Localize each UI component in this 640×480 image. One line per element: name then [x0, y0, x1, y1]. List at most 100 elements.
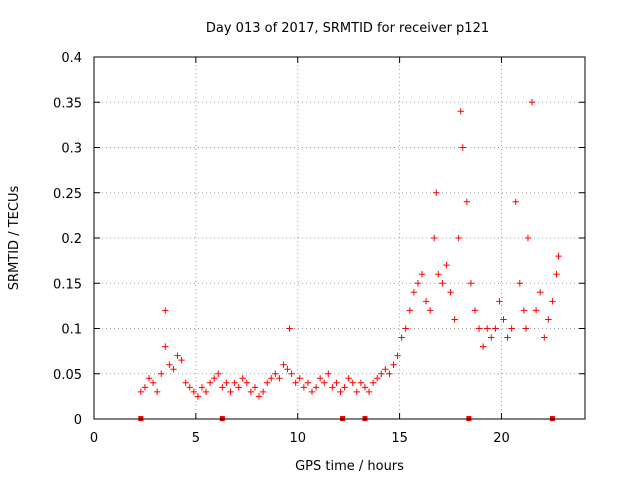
x-tick-label: 0 — [90, 431, 98, 446]
data-point — [219, 384, 226, 391]
data-point — [178, 356, 185, 364]
data-point — [190, 388, 198, 396]
y-tick-label: 0.25 — [53, 187, 82, 202]
data-point — [500, 316, 507, 323]
data-point — [316, 375, 324, 382]
data-point — [337, 388, 344, 396]
data-point — [211, 375, 218, 382]
data-point — [341, 384, 348, 391]
data-point — [528, 99, 536, 106]
data-point — [431, 234, 438, 242]
data-point — [467, 280, 475, 287]
y-tick-label: 0.2 — [61, 232, 82, 247]
data-point — [272, 370, 279, 377]
data-point — [304, 379, 312, 386]
data-point — [524, 234, 532, 242]
data-point — [259, 388, 267, 396]
data-point — [475, 325, 483, 332]
data-point — [215, 370, 222, 377]
data-point — [353, 388, 361, 396]
data-point — [198, 384, 206, 391]
y-tick-label: 0.35 — [53, 96, 82, 111]
data-point — [231, 379, 238, 386]
data-point — [345, 375, 352, 382]
data-point — [496, 298, 503, 305]
y-tick-labels: 0 0.05 0.1 0.15 0.2 0.25 0.3 0.35 0.4 — [53, 51, 82, 428]
plot-frame — [93, 56, 586, 420]
data-point — [394, 352, 401, 359]
x-tick-label: 5 — [192, 431, 200, 446]
data-point — [455, 234, 462, 242]
data-point — [288, 370, 295, 377]
data-point — [153, 388, 161, 396]
data-point — [488, 334, 495, 341]
data-point — [373, 375, 381, 382]
data-point — [463, 198, 471, 205]
data-point — [194, 393, 202, 400]
x-tick-label: 15 — [391, 431, 408, 446]
data-point — [479, 343, 487, 350]
data-point — [276, 375, 283, 382]
data-point — [532, 307, 540, 314]
data-point — [280, 361, 287, 368]
data-point — [471, 307, 479, 314]
data-point — [435, 271, 442, 278]
y-tick-label: 0.4 — [61, 51, 82, 66]
y-tick-label: 0.1 — [61, 323, 82, 338]
data-point — [386, 370, 393, 377]
data-point — [402, 325, 409, 332]
data-point — [447, 289, 454, 296]
data-point — [284, 366, 291, 373]
data-point — [243, 379, 251, 386]
data-point — [443, 261, 450, 269]
data-point — [553, 271, 560, 278]
data-points — [137, 99, 562, 421]
data-point — [433, 189, 440, 196]
data-point — [292, 379, 299, 386]
data-point — [457, 108, 464, 115]
data-point — [162, 343, 169, 350]
data-point — [263, 379, 271, 386]
data-point — [390, 361, 397, 368]
data-point — [137, 388, 145, 396]
data-point — [162, 307, 169, 314]
data-point — [149, 379, 157, 386]
data-point — [321, 379, 328, 386]
data-point — [223, 379, 230, 386]
data-point — [508, 325, 515, 332]
data-point — [333, 379, 340, 386]
data-point — [422, 298, 430, 305]
data-point — [145, 375, 153, 382]
data-point — [174, 352, 181, 359]
data-point — [349, 379, 356, 386]
data-point — [186, 384, 193, 391]
data-point — [426, 307, 434, 314]
data-point — [406, 307, 413, 314]
data-point — [541, 334, 548, 341]
data-point — [516, 280, 524, 287]
data-point — [492, 325, 499, 332]
data-point — [357, 379, 365, 386]
y-tick-label: 0 — [74, 413, 82, 428]
data-point — [545, 316, 552, 323]
data-point — [484, 325, 491, 332]
data-point — [158, 370, 165, 377]
data-point — [235, 384, 242, 391]
data-point — [329, 384, 336, 391]
data-point — [202, 388, 210, 396]
data-point — [247, 388, 255, 396]
data-point — [268, 375, 275, 382]
x-tick-label: 20 — [493, 431, 510, 446]
data-point — [296, 375, 303, 382]
data-point — [459, 144, 466, 151]
data-point — [325, 370, 332, 377]
data-point — [141, 384, 149, 391]
data-point — [382, 366, 389, 373]
data-point — [361, 384, 369, 391]
x-tick-label: 10 — [289, 431, 306, 446]
data-point — [512, 198, 519, 205]
data-point — [312, 384, 320, 391]
data-point — [522, 325, 530, 332]
data-point — [286, 325, 293, 332]
